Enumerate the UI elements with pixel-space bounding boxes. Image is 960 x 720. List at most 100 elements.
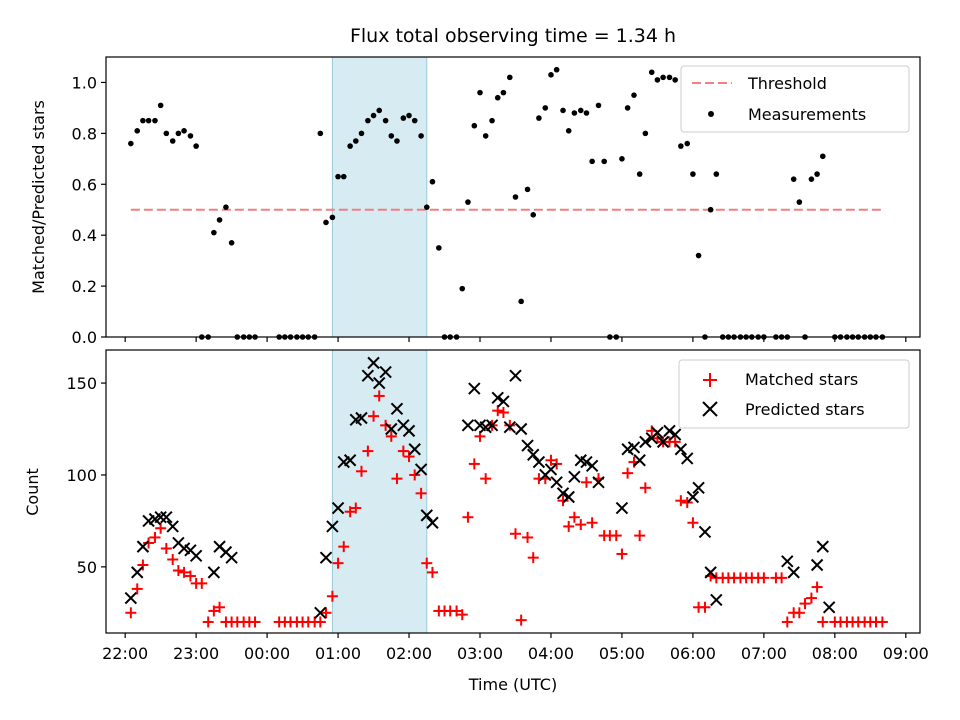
- matched-star-point: [557, 495, 569, 507]
- matched-star-point: [355, 465, 367, 477]
- measurement-point: [684, 140, 691, 147]
- top-x-ticks: [124, 337, 907, 342]
- measurement-point: [524, 186, 531, 193]
- predicted-star-point: [414, 463, 428, 476]
- predicted-star-point: [568, 470, 581, 484]
- matched-star-point: [456, 609, 468, 621]
- legend-predicted-swatch: [702, 401, 718, 417]
- measurement-point: [548, 72, 554, 78]
- measurement-point: [223, 204, 229, 210]
- measurement-point: [317, 130, 324, 137]
- matched-star-point: [415, 487, 427, 499]
- measurement-point: [500, 89, 507, 96]
- measurement-point: [601, 158, 607, 165]
- predicted-star-point: [319, 551, 333, 564]
- matched-star-point: [610, 530, 622, 542]
- matched-star-point: [799, 598, 811, 610]
- y-tick-label: 0.0: [72, 328, 97, 347]
- predicted-star-point: [527, 448, 540, 461]
- top-y-ticks: 0.0 0.2 0.4 0.6 0.8 1.0: [72, 73, 106, 347]
- matched-star-point: [480, 473, 492, 485]
- measurement-point: [163, 130, 170, 137]
- measurement-point: [370, 112, 377, 119]
- predicted-star-point: [787, 566, 800, 579]
- matched-star-point: [214, 601, 226, 613]
- matched-star-point: [332, 557, 344, 569]
- measurement-point: [465, 199, 471, 205]
- matched-star-point: [515, 614, 527, 626]
- matched-star-point: [876, 616, 888, 628]
- predicted-star-point: [810, 558, 824, 572]
- matched-star-point: [368, 410, 380, 422]
- predicted-star-point: [663, 424, 676, 438]
- predicted-star-point: [532, 455, 546, 469]
- measurement-point: [560, 107, 566, 114]
- measurement-point: [695, 252, 702, 259]
- matched-star-point: [202, 616, 214, 628]
- chart-title: Flux total observing time = 1.34 h: [350, 25, 676, 47]
- measurement-point: [631, 92, 637, 98]
- predicted-star-point: [367, 356, 380, 370]
- measurement-point: [347, 143, 353, 149]
- predicted-star-point: [379, 365, 392, 379]
- predicted-star-point: [166, 520, 179, 533]
- measurement-point: [482, 133, 489, 139]
- measurement-point: [672, 77, 678, 83]
- matched-star-point: [167, 553, 179, 565]
- legend-matched-label: Matched stars: [745, 370, 858, 389]
- measurement-point: [436, 245, 442, 251]
- x-tick-label: 02:00: [386, 644, 432, 663]
- top-legend-box: [680, 65, 910, 133]
- measurement-point: [530, 212, 537, 218]
- measurement-point: [157, 102, 164, 109]
- matched-star-point: [344, 506, 356, 518]
- matched-star-point: [320, 607, 332, 619]
- y-tick-label: 1.0: [72, 73, 97, 92]
- measurement-point: [494, 94, 501, 101]
- x-tick-label: 07:00: [741, 644, 787, 663]
- measurement-point: [512, 194, 519, 200]
- predicted-star-point: [509, 369, 522, 382]
- predicted-star-point: [373, 376, 386, 390]
- measurement-point: [542, 105, 549, 111]
- matched-star-point: [492, 405, 504, 417]
- x-tick-label: 05:00: [599, 644, 645, 663]
- measurement-point: [489, 117, 495, 124]
- measurement-point: [636, 171, 643, 177]
- predicted-star-point: [781, 555, 794, 568]
- x-tick-label: 01:00: [315, 644, 361, 663]
- matched-star-point: [551, 458, 563, 470]
- matched-star-point: [586, 517, 598, 529]
- measurements-points: [128, 66, 886, 340]
- predicted-star-point: [585, 459, 599, 472]
- predicted-star-point: [136, 540, 150, 553]
- measurement-point: [589, 158, 595, 165]
- measurement-point: [619, 156, 625, 162]
- matched-star-point: [669, 436, 681, 448]
- measurement-point: [140, 117, 146, 124]
- measurement-point: [577, 107, 584, 114]
- predicted-stars-points: [124, 356, 836, 619]
- matched-star-point: [781, 616, 793, 628]
- measurement-point: [406, 112, 412, 119]
- measurement-point: [595, 102, 602, 109]
- measurement-point: [459, 285, 466, 292]
- predicted-star-point: [562, 490, 575, 504]
- measurement-point: [329, 214, 336, 221]
- x-axis-label: Time (UTC): [468, 675, 557, 694]
- predicted-star-point: [124, 591, 138, 605]
- matched-star-point: [403, 451, 415, 463]
- measurement-point: [507, 74, 513, 81]
- legend-measurements-label: Measurements: [748, 105, 866, 124]
- predicted-star-point: [343, 454, 357, 467]
- measurement-point: [654, 77, 661, 83]
- measurement-point: [571, 110, 578, 116]
- measurement-point: [134, 128, 141, 134]
- matched-star-point: [451, 605, 463, 617]
- measurement-point: [583, 110, 590, 116]
- measurement-point: [690, 171, 696, 177]
- y-tick-label: 0.4: [72, 226, 97, 245]
- predicted-star-point: [497, 395, 510, 408]
- predicted-star-point: [698, 525, 712, 539]
